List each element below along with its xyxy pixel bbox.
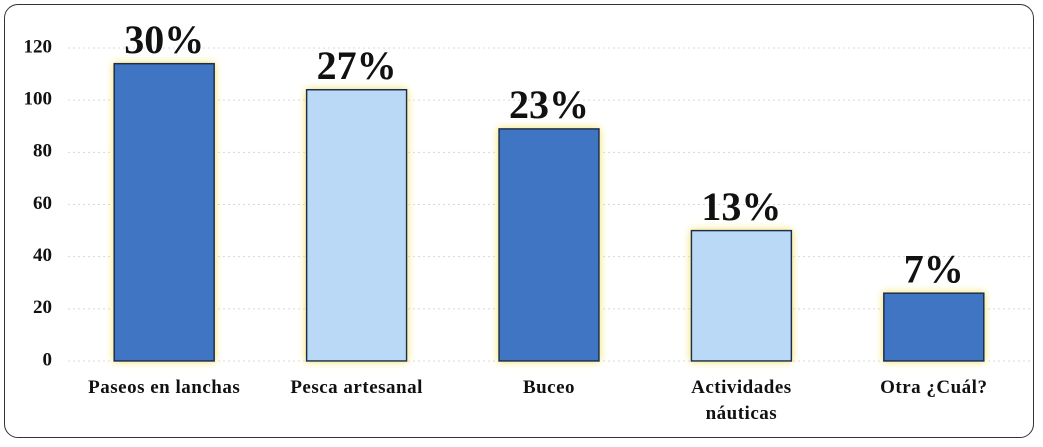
bar-annotation: 7% [904, 246, 964, 291]
y-tick-label: 20 [33, 297, 52, 318]
x-tick-label: Paseos en lanchas [88, 377, 241, 398]
y-tick-label: 0 [43, 349, 53, 370]
y-tick-label: 80 [33, 141, 52, 162]
x-tick-label: Buceo [522, 377, 576, 398]
y-tick-label: 120 [24, 36, 53, 57]
bar [690, 229, 793, 362]
bar-annotation: 27% [317, 43, 397, 88]
x-tick-label: Otra ¿Cuál? [880, 377, 988, 398]
y-tick-label: 100 [24, 89, 53, 110]
bar [498, 128, 600, 362]
y-tick-label: 40 [33, 245, 52, 266]
bar-annotation: 13% [701, 184, 781, 229]
bar [305, 88, 408, 362]
x-tick-label: Pesca artesanal [290, 377, 423, 398]
x-tick-label: Actividades náuticas [691, 377, 792, 424]
bar-annotation: 23% [509, 82, 589, 127]
chart-frame [4, 4, 1034, 438]
bar [883, 292, 985, 362]
y-tick-label: 60 [33, 193, 52, 214]
bar [113, 62, 215, 362]
bar-annotation: 30% [124, 17, 204, 62]
